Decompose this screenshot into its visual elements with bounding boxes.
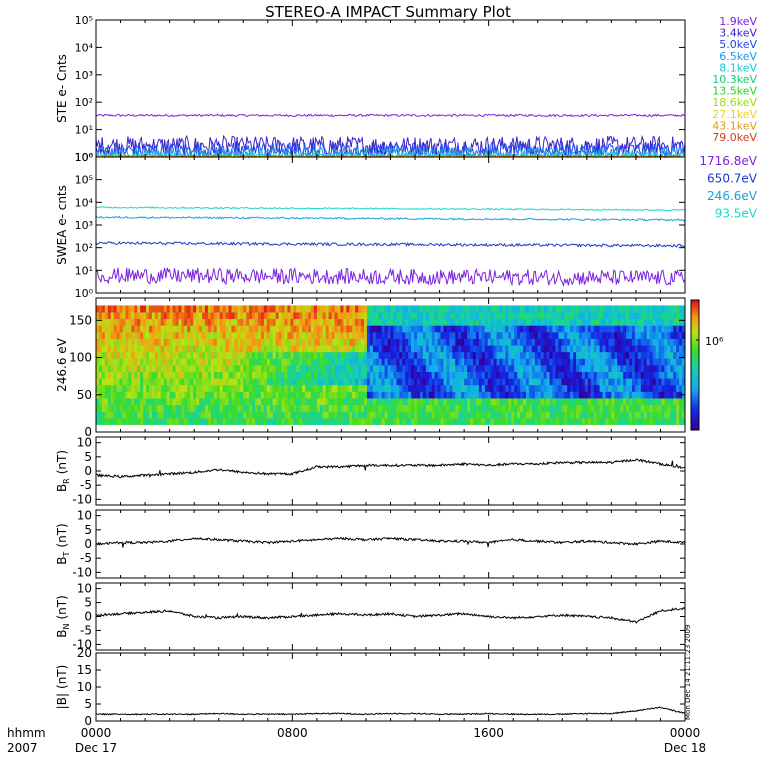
legend-swea-246.6eV: 246.6eV	[707, 189, 758, 203]
br-trace	[96, 458, 686, 479]
bmag-ytick-label: 15	[77, 663, 92, 677]
br-frame	[95, 436, 686, 506]
colorbar-label: 10⁶	[705, 335, 724, 348]
bt-ytick-label: -10	[72, 565, 92, 579]
bmag-frame	[95, 652, 686, 722]
ste-ytick-label: 10⁰	[75, 151, 94, 164]
bt-frame	[95, 509, 686, 579]
legend-ste-1.9keV: 1.9keV	[719, 15, 757, 28]
ste-ytick-label: 10⁴	[75, 41, 94, 54]
bt-ytick-label: 5	[84, 523, 92, 537]
pitch-angle-ytick-label: 50	[77, 388, 92, 402]
bmag-ylabel: |B|(nT)	[55, 665, 69, 710]
br-ytick-label: -10	[72, 492, 92, 506]
time-tick-date: Dec 17	[75, 741, 117, 755]
bmag-ytick-label: 5	[84, 697, 92, 711]
ste-ytick-label: 10³	[75, 69, 93, 82]
time-axis-label-hhmm: hhmm	[7, 726, 46, 740]
time-axis-label-year: 2007	[7, 741, 38, 755]
time-tick-date: Dec 18	[664, 741, 706, 755]
legend-ste-79.0keV: 79.0keV	[712, 131, 757, 144]
legend-swea-1716.8eV: 1716.8eV	[699, 154, 757, 168]
swea-ytick-label: 10²	[75, 242, 93, 255]
legend-ste-13.5keV: 13.5keV	[712, 85, 757, 98]
ste-series-1.9keV	[95, 113, 686, 118]
swea-ylabel: SWEA e- cnts	[55, 185, 69, 265]
legend-ste-3.4keV: 3.4keV	[719, 27, 757, 40]
energy-legend: 1.9keV3.4keV5.0keV6.5keV8.1keV10.3keV13.…	[699, 15, 757, 221]
bn-ytick-label: 5	[84, 596, 92, 610]
swea-ytick-label: 10⁴	[75, 196, 94, 209]
generation-timestamp: Mon Dec 14 21:11:23 2009	[684, 625, 692, 720]
pitch-angle-ytick-label: 0	[84, 425, 92, 439]
br-ytick-label: 10	[77, 436, 92, 450]
legend-ste-10.3keV: 10.3keV	[712, 73, 757, 86]
swea-panel: 10⁰ 10¹ 10² 10³ 10⁴ 10⁵ 10⁶ SWEA e- cnts	[55, 151, 686, 300]
ste-series-3.4keV	[95, 134, 686, 157]
swea-series-1716.8eV	[95, 266, 686, 288]
swea-series-93.5eV	[95, 206, 686, 212]
swea-ytick-label: 10⁵	[75, 174, 93, 187]
swea-ytick-label: 10⁰	[75, 287, 94, 300]
legend-ste-6.5keV: 6.5keV	[719, 50, 757, 63]
ste-ytick-label: 10¹	[75, 124, 93, 137]
legend-ste-5.0keV: 5.0keV	[719, 38, 757, 51]
ste-frame	[95, 19, 686, 158]
bt-ylabel: BT(nT)	[55, 523, 71, 564]
bt-ytick-label: 0	[84, 537, 92, 551]
bmag-trace	[95, 706, 686, 716]
pitch-angle-ytick-label: 100	[69, 351, 92, 365]
bn-ylabel: BN(nT)	[55, 595, 71, 638]
legend-ste-27.1keV: 27.1keV	[712, 108, 757, 121]
bmag-ytick-label: 0	[84, 714, 92, 728]
legend-swea-650.7eV: 650.7eV	[707, 172, 758, 186]
pitch-angle-ytick-label: 150	[69, 313, 92, 327]
swea-ytick-label: 10³	[75, 219, 93, 232]
colorbar	[690, 299, 700, 431]
ste-ytick-label: 10²	[75, 96, 93, 109]
br-ytick-label: 0	[84, 464, 92, 478]
legend-ste-18.6keV: 18.6keV	[712, 96, 757, 109]
swea-ytick-label: 10⁶	[75, 151, 94, 164]
legend-ste-43.1keV: 43.1keV	[712, 119, 757, 132]
bn-trace	[95, 606, 686, 624]
swea-series-246.6eV	[95, 215, 686, 222]
legend-ste-8.1keV: 8.1keV	[719, 61, 757, 74]
time-tick-label: 0000	[81, 726, 112, 740]
bn-frame	[95, 582, 686, 651]
bn-ytick-label: -5	[80, 623, 92, 637]
bn-ytick-label: -10	[72, 637, 92, 651]
bt-ytick-label: -5	[80, 551, 92, 565]
ste-panel: 10⁰ 10¹ 10² 10³ 10⁴ 10⁵ STE e- Cnts	[55, 14, 686, 164]
bt-ytick-label: 10	[77, 509, 92, 523]
pitch-angle-ylabel: 246.6 eV	[55, 337, 69, 392]
bt-trace	[95, 536, 686, 548]
swea-series-650.7eV	[95, 241, 686, 248]
time-tick-label: 0800	[277, 726, 308, 740]
bmag-panel: 0 5 10 15 20 |B|(nT)	[55, 646, 686, 728]
time-tick-label: 0000	[670, 726, 701, 740]
plot-title: STEREO-A IMPACT Summary Plot	[265, 3, 511, 21]
ste-ytick-label: 10⁵	[75, 14, 93, 27]
br-ytick-label: -5	[80, 478, 92, 492]
bmag-ytick-label: 10	[77, 680, 92, 694]
time-tick-label: 1600	[473, 726, 504, 740]
bn-ytick-label: 10	[77, 582, 92, 596]
ste-ylabel: STE e- Cnts	[55, 54, 69, 123]
bmag-ytick-label: 20	[77, 646, 92, 660]
swea-frame	[95, 156, 686, 294]
legend-swea-93.5eV: 93.5eV	[715, 207, 758, 221]
swea-ytick-label: 10¹	[75, 264, 93, 277]
bn-ytick-label: 0	[84, 610, 92, 624]
br-ytick-label: 5	[84, 450, 92, 464]
br-ylabel: BR(nT)	[55, 450, 71, 492]
